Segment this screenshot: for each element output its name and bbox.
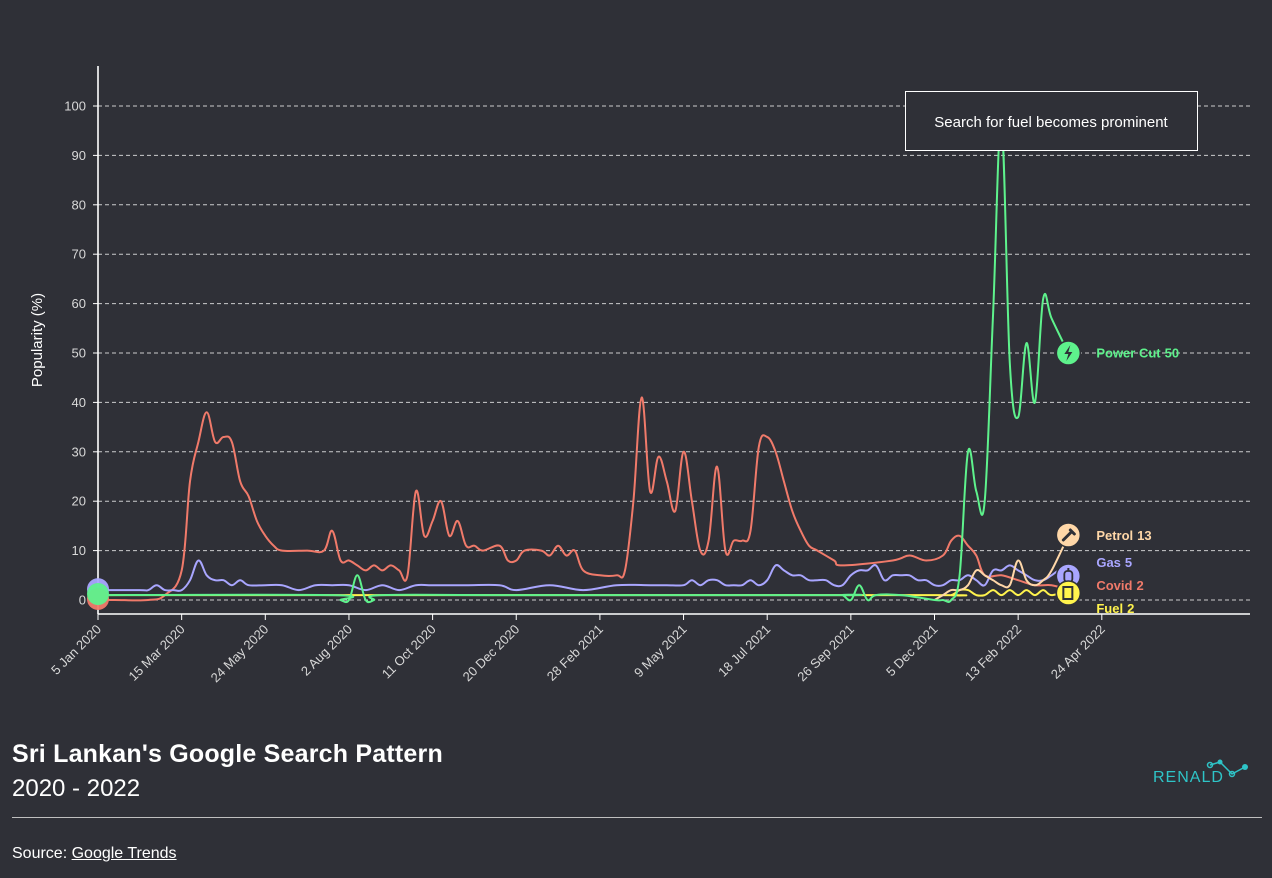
series-lines — [97, 119, 1070, 604]
end-marker-petrol: Petrol 13 — [1055, 522, 1152, 548]
fuel-canister-icon — [1055, 580, 1082, 606]
chart-subtitle: 2020 - 2022 — [12, 775, 141, 802]
y-tick-label: 70 — [72, 247, 86, 262]
x-tick-label: 2 Aug 2020 — [298, 622, 355, 679]
series-end-value: 5 — [1125, 555, 1132, 570]
annotation-box: Search for fuel becomes prominent — [905, 91, 1198, 151]
source-line: Source: Google Trends — [12, 845, 177, 863]
end-label-petrol: Petrol 13 — [1096, 528, 1151, 543]
y-tick-label: 0 — [79, 593, 86, 608]
series-end-value: 13 — [1137, 528, 1151, 543]
x-tick-label: 26 Sep 2021 — [794, 622, 857, 685]
source-prefix: Source: — [12, 845, 72, 862]
series-line-gas — [98, 559, 1069, 592]
y-tick-label: 20 — [72, 494, 86, 509]
x-tick-label: 18 Jul 2021 — [715, 622, 773, 680]
y-tick-label: 100 — [64, 99, 86, 114]
annotation-frame — [905, 91, 1198, 151]
y-tick-label: 90 — [72, 148, 86, 163]
series-end-markers: Petrol 13 Gas 5 Covid 2 Fuel 2 Power Cut 50 — [1055, 340, 1179, 616]
series-end-value: 2 — [1127, 601, 1134, 616]
logo-wordmark: RENALD — [1153, 769, 1224, 786]
x-tick-label: 11 Oct 2020 — [379, 622, 439, 682]
end-label-covid: Covid 2 — [1096, 578, 1143, 593]
end-marker-fuel: Fuel 2 — [1055, 580, 1134, 616]
renald-logo-icon — [1206, 759, 1248, 778]
end-label-fuel: Fuel 2 — [1096, 601, 1134, 616]
x-tick-label: 24 Apr 2022 — [1048, 622, 1108, 682]
x-tick-labels: 5 Jan 2020 15 Mar 2020 24 May 2020 2 Aug 20… — [48, 614, 1108, 685]
x-tick-label: 13 Feb 2022 — [962, 622, 1024, 684]
series-name: Fuel — [1096, 601, 1123, 616]
x-tick-label: 24 May 2020 — [208, 622, 272, 686]
y-tick-label: 40 — [72, 395, 86, 410]
source-link[interactable]: Google Trends — [71, 845, 177, 862]
y-tick-label: 30 — [72, 444, 86, 459]
series-line-petrol — [933, 535, 1070, 601]
line-chart: 0 10 20 30 40 50 60 70 80 90 100 5 Jan 2020 15 Mar … — [29, 66, 1250, 685]
series-start-markers — [87, 578, 109, 610]
footer-divider — [12, 817, 1262, 818]
y-axis-title: Popularity (%) — [29, 293, 46, 387]
y-tick-labels: 0 10 20 30 40 50 60 70 80 90 100 — [64, 99, 98, 608]
series-name: Covid — [1096, 578, 1132, 593]
chart-title: Sri Lankan's Google Search Pattern — [12, 740, 443, 768]
y-tick-label: 80 — [72, 197, 86, 212]
series-name: Petrol — [1096, 528, 1133, 543]
y-tick-label: 60 — [72, 296, 86, 311]
x-tick-label: 5 Jan 2020 — [48, 622, 104, 678]
axes — [97, 66, 1250, 615]
series-name: Gas — [1096, 555, 1121, 570]
series-end-value: 2 — [1136, 578, 1143, 593]
x-tick-label: 15 Mar 2020 — [126, 622, 188, 684]
x-tick-label: 20 Dec 2020 — [460, 622, 523, 685]
y-tick-label: 10 — [72, 543, 86, 558]
end-marker-power-cut: Power Cut 50 — [1055, 340, 1179, 366]
end-label-gas: Gas 5 — [1096, 555, 1132, 570]
x-tick-label: 9 May 2021 — [631, 622, 690, 681]
x-tick-label: 5 Dec 2021 — [883, 622, 941, 680]
series-line-covid — [97, 396, 1069, 602]
end-label-power-cut: Power Cut 50 — [1096, 346, 1179, 361]
series-name: Power Cut — [1096, 346, 1161, 361]
y-tick-label: 50 — [72, 346, 86, 361]
series-end-value: 50 — [1165, 346, 1179, 361]
x-tick-label: 28 Feb 2021 — [544, 622, 606, 684]
annotation-text: Search for fuel becomes prominent — [934, 114, 1168, 131]
series-line-power-cut — [97, 119, 1070, 604]
start-marker-power-cut — [87, 583, 109, 606]
